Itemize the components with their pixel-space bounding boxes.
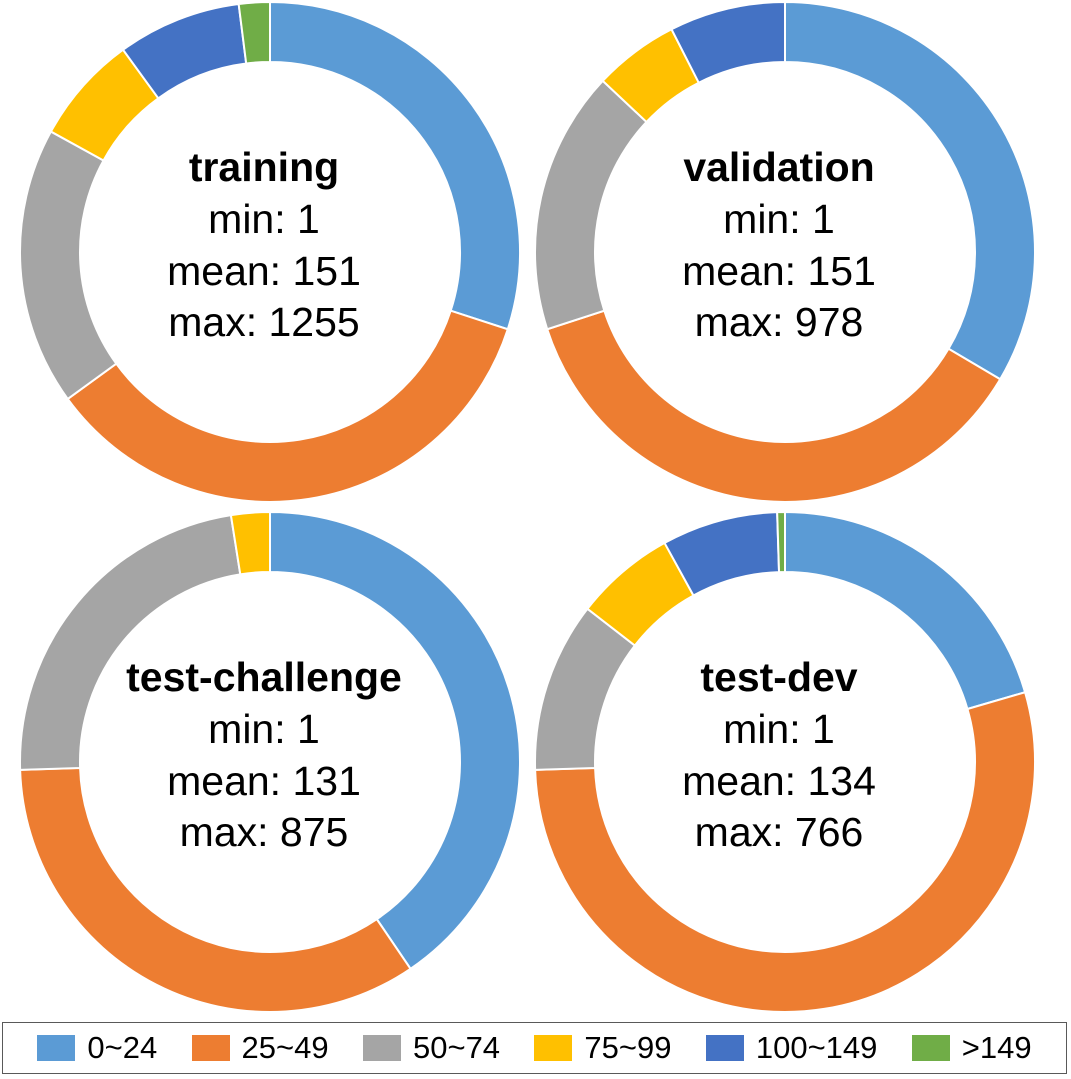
donut-slice-75-99 <box>229 510 271 576</box>
chart-title: test-dev <box>700 654 857 700</box>
chart-title: validation <box>683 144 874 190</box>
donut-slice-gt-149 <box>237 0 271 65</box>
stat-max: max: 978 <box>695 299 864 345</box>
donut-slice-25-49 <box>66 309 510 503</box>
donut-slice-gt-149 <box>776 510 786 574</box>
legend-item-75-99: 75~99 <box>534 1030 672 1066</box>
legend-swatch <box>705 1035 744 1061</box>
legend-swatch <box>911 1035 950 1061</box>
chart-title: training <box>189 144 339 190</box>
legend: 0~24 25~49 50~74 75~99 100~149 >149 <box>2 1022 1067 1074</box>
legend-swatch <box>191 1035 230 1061</box>
legend-label: 50~74 <box>412 1030 501 1065</box>
legend-item-0-24: 0~24 <box>37 1030 157 1066</box>
chart-title: test-challenge <box>126 654 402 700</box>
legend-swatch <box>37 1035 76 1061</box>
legend-item-100-149: 100~149 <box>705 1030 878 1066</box>
legend-label: 25~49 <box>241 1030 329 1065</box>
donut-slice-0-24 <box>784 0 1036 381</box>
donut-slice-50-74 <box>534 79 648 331</box>
donut-slice-50-74 <box>19 130 118 401</box>
donut-validation: validation min: 1 mean: 151 max: 978 <box>534 0 1036 504</box>
legend-label: 75~99 <box>584 1030 672 1065</box>
stat-mean: mean: 134 <box>682 758 876 804</box>
legend-item-50-74: 50~74 <box>362 1030 501 1066</box>
donut-slice-25-49 <box>19 766 412 1013</box>
legend-swatch <box>362 1035 401 1061</box>
donut-charts: training min: 1 mean: 151 max: 1255 validati… <box>19 0 1036 1013</box>
stat-min: min: 1 <box>723 706 835 752</box>
stat-mean: mean: 131 <box>167 758 361 804</box>
legend-item-25-49: 25~49 <box>191 1030 329 1066</box>
stat-min: min: 1 <box>208 196 320 242</box>
donut-training: training min: 1 mean: 151 max: 1255 <box>19 0 521 503</box>
stat-max: max: 875 <box>180 809 349 855</box>
stat-mean: mean: 151 <box>167 248 361 294</box>
donut-test-challenge: test-challenge min: 1 mean: 131 max: 875 <box>19 510 521 1013</box>
donut-slice-25-49 <box>534 691 1036 1013</box>
stat-max: max: 766 <box>695 809 864 855</box>
donut-test-dev: test-dev min: 1 mean: 134 max: 766 <box>534 510 1036 1013</box>
donut-slice-0-24 <box>269 510 521 971</box>
donut-slice-100-149 <box>670 0 786 85</box>
legend-label: 0~24 <box>87 1030 158 1065</box>
legend-label: 100~149 <box>755 1030 878 1065</box>
legend-label: >149 <box>961 1030 1032 1065</box>
stat-min: min: 1 <box>208 706 320 752</box>
legend-swatch <box>534 1035 573 1061</box>
stat-min: min: 1 <box>723 196 835 242</box>
donut-slice-25-49 <box>545 309 1002 504</box>
legend-item-gt-149: >149 <box>911 1030 1032 1066</box>
stat-max: max: 1255 <box>168 299 359 345</box>
stat-mean: mean: 151 <box>682 248 876 294</box>
